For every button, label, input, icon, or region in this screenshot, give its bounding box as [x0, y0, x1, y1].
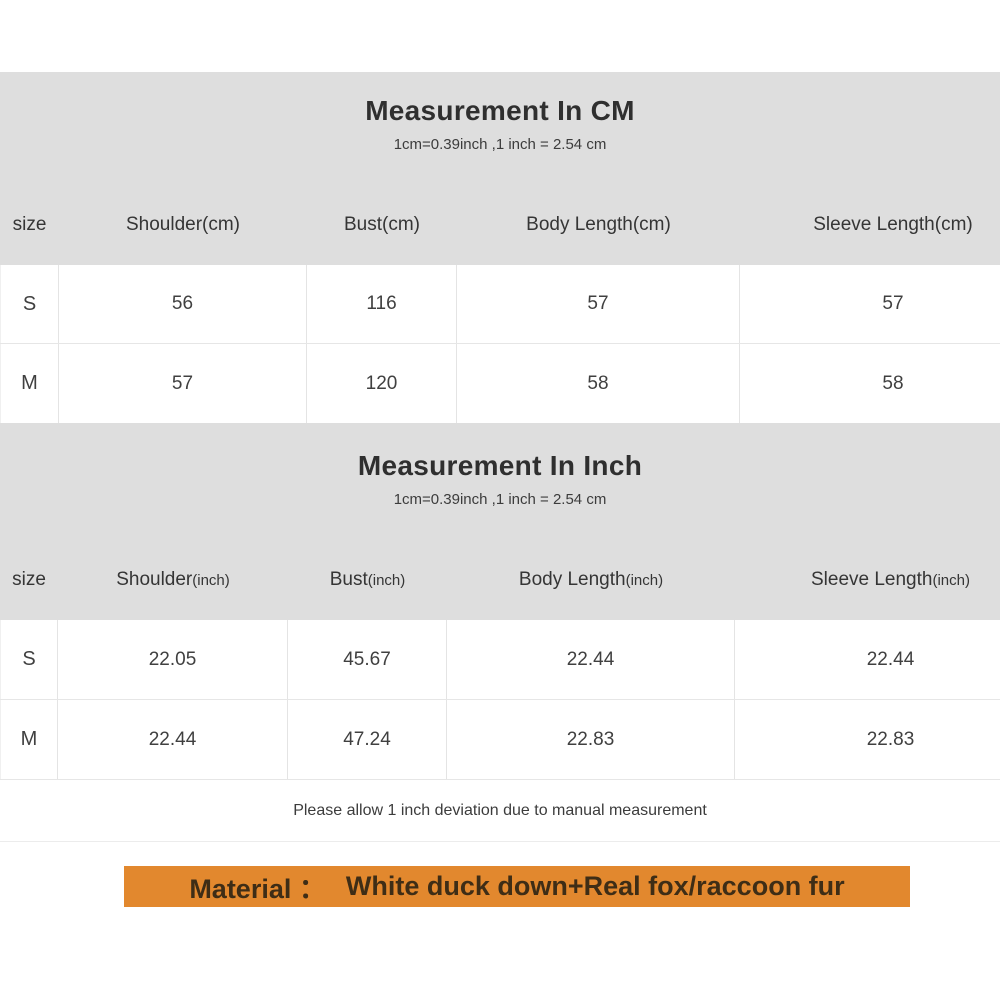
- inch-row-s-bust: 45.67: [288, 620, 447, 699]
- cm-row-m-body-length: 58: [457, 344, 740, 423]
- inch-header-shoulder: Shoulder (inch): [116, 569, 230, 590]
- inch-row-s-sleeve-length: 22.44: [866, 648, 915, 670]
- cm-header-size: size: [12, 214, 47, 235]
- inch-row-s-body-length: 22.44: [447, 620, 735, 699]
- cm-row-m-size: M: [0, 344, 59, 423]
- measurement-inch-section: Measurement In Inch 1cm=0.39inch ,1 inch…: [0, 423, 1000, 780]
- material-label: Material ：: [189, 874, 326, 904]
- cm-header-body-length: Body Length (cm): [526, 214, 671, 235]
- inch-header-body-length: Body Length (inch): [518, 569, 664, 590]
- cm-row-s-size: S: [0, 265, 59, 343]
- cm-row-m-bust: 120: [307, 344, 457, 423]
- cm-table-header-row: size Shoulder (cm) Bust (cm) Body Length (c…: [0, 185, 1000, 265]
- inch-header-size: size: [12, 569, 46, 590]
- inch-row-m-body-length: 22.83: [447, 700, 735, 779]
- inch-row-m-shoulder: 22.44: [58, 700, 288, 779]
- inch-row-s: S 22.05 45.67 22.44 22.44: [0, 620, 1000, 700]
- inch-section-title: Measurement In Inch: [357, 450, 643, 481]
- inch-row-m: M 22.44 47.24 22.83 22.83: [0, 700, 1000, 780]
- top-whitespace: [0, 0, 1000, 72]
- material-value: White duck down+Real fox/raccoon fur: [345, 871, 845, 901]
- material-banner: Material ： White duck down+Real fox/racc…: [124, 866, 910, 907]
- cm-header-band: Measurement In CM 1cm=0.39inch ,1 inch =…: [0, 72, 1000, 265]
- cm-header-bust: Bust (cm): [343, 214, 420, 235]
- inch-row-m-size: M: [0, 700, 58, 779]
- cm-header-shoulder: Shoulder (cm): [125, 214, 241, 235]
- inch-header-band: Measurement In Inch 1cm=0.39inch ,1 inch…: [0, 423, 1000, 620]
- inch-table-header-row: size Shoulder (inch) Bust (inch) Body Leng…: [0, 540, 1000, 620]
- cm-header-sleeve-length: Sleeve Length (cm): [813, 214, 973, 235]
- cm-row-s-body-length: 57: [457, 265, 740, 343]
- cm-row-m: M 57 120 58 58: [0, 344, 1000, 423]
- cm-section-title: Measurement In CM: [365, 95, 635, 126]
- cm-row-m-sleeve-length: 58: [882, 372, 904, 394]
- cm-row-s-sleeve-length: 57: [882, 293, 904, 314]
- measurement-cm-section: Measurement In CM 1cm=0.39inch ,1 inch =…: [0, 72, 1000, 423]
- cm-row-s-bust: 116: [307, 265, 457, 343]
- cm-row-s-shoulder: 56: [59, 265, 307, 343]
- inch-row-m-bust: 47.24: [288, 700, 447, 779]
- inch-conversion-note: 1cm=0.39inch ,1 inch = 2.54 cm: [393, 491, 607, 508]
- inch-header-bust: Bust (inch): [329, 569, 406, 590]
- cm-row-s: S 56 116 57 57: [0, 265, 1000, 344]
- inch-row-s-size: S: [0, 620, 58, 699]
- cm-row-m-shoulder: 57: [59, 344, 307, 423]
- cm-table-body: S 56 116 57 57 M 57 120 58 58: [0, 265, 1000, 423]
- material-section: Material ： White duck down+Real fox/racc…: [0, 866, 1000, 907]
- inch-header-sleeve-length: Sleeve Length (inch): [810, 569, 970, 590]
- cm-conversion-note: 1cm=0.39inch ,1 inch = 2.54 cm: [393, 136, 607, 153]
- deviation-note: Please allow 1 inch deviation due to man…: [0, 780, 1000, 842]
- inch-row-m-sleeve-length: 22.83: [866, 728, 915, 750]
- inch-row-s-shoulder: 22.05: [58, 620, 288, 699]
- inch-table-body: S 22.05 45.67 22.44 22.44 M 22.44 47.24 …: [0, 620, 1000, 780]
